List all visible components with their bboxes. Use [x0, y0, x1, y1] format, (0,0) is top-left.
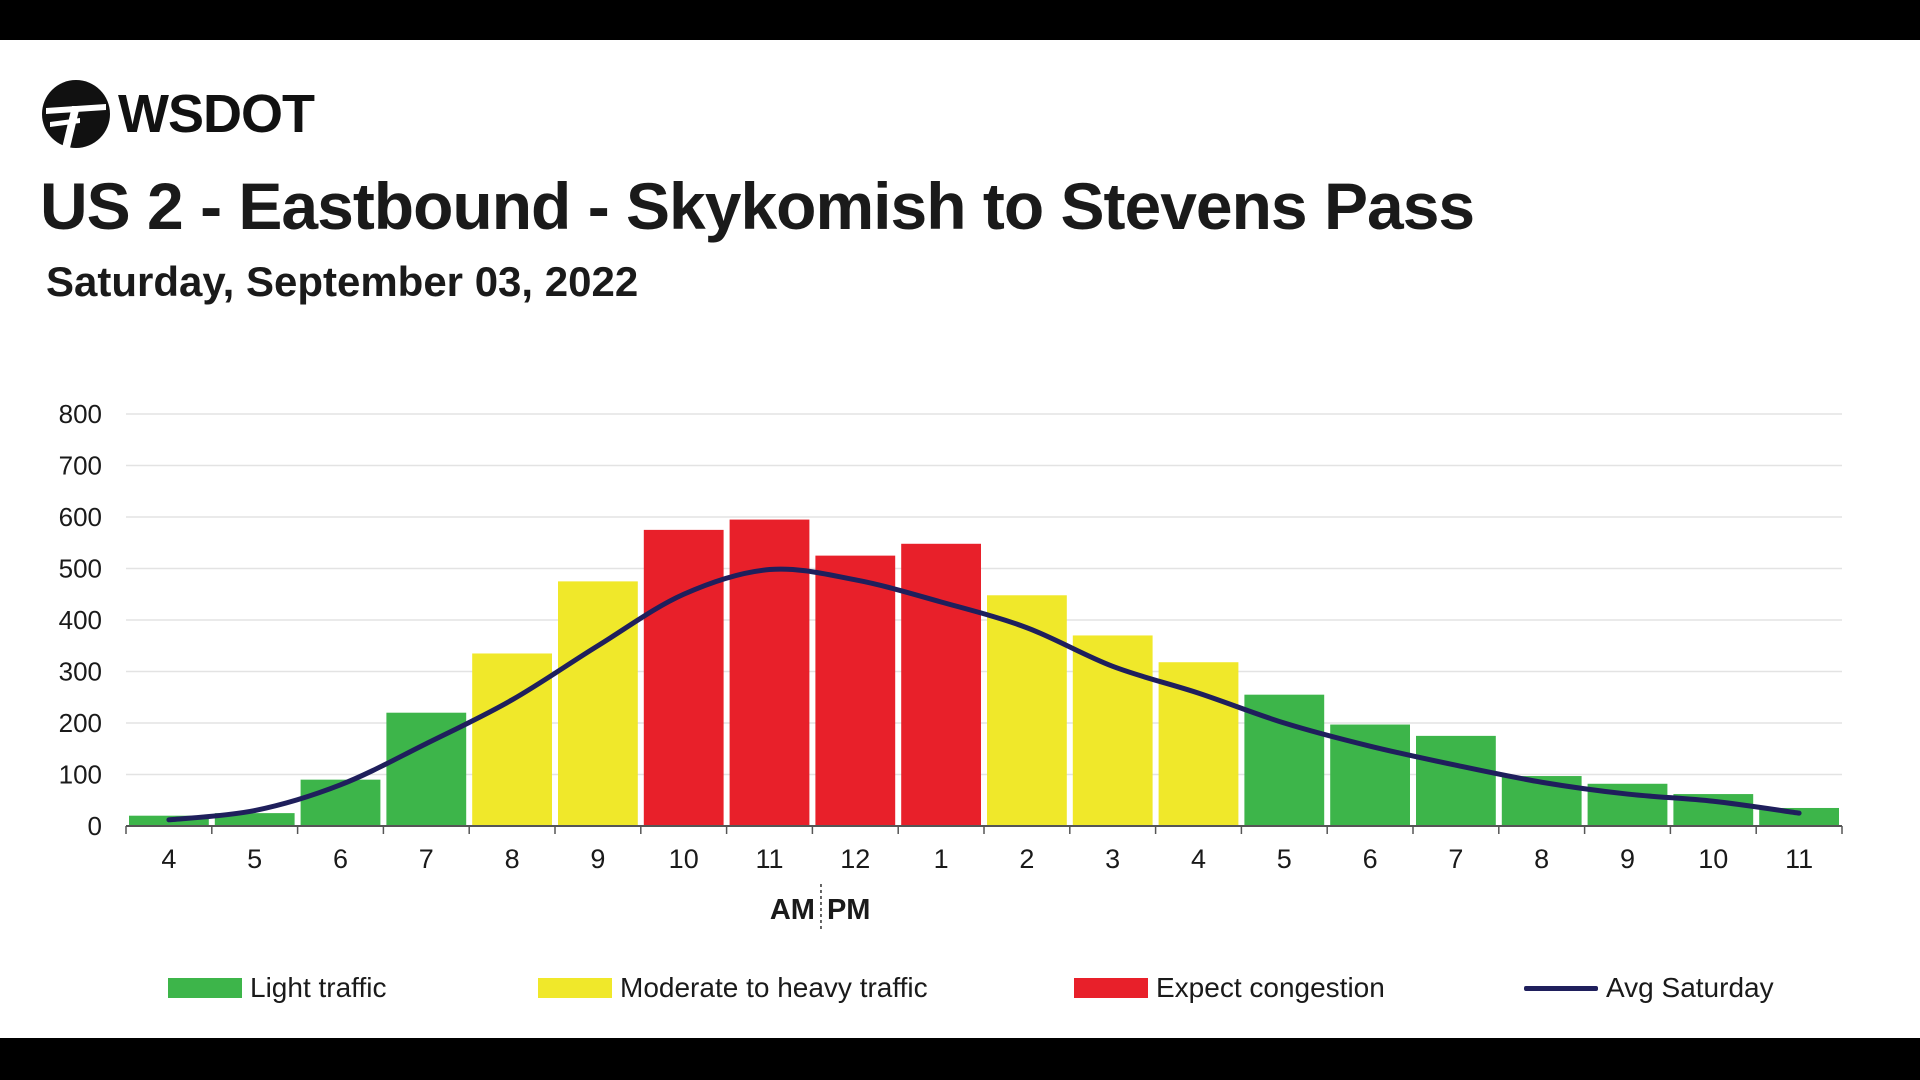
x-tick-label: 10 — [669, 844, 699, 874]
chart-title: US 2 - Eastbound - Skykomish to Stevens … — [40, 169, 1475, 243]
bar-light — [214, 813, 295, 826]
bar-moderate — [1158, 662, 1239, 826]
legend-swatch-moderate — [538, 978, 612, 998]
x-tick-label: 5 — [247, 844, 262, 874]
y-tick-label: 200 — [59, 708, 102, 738]
x-tick-label: 6 — [1363, 844, 1378, 874]
x-tick-label: 5 — [1277, 844, 1292, 874]
x-tick-label: 9 — [1620, 844, 1635, 874]
legend-item-congestion: Expect congestion — [1074, 972, 1385, 1004]
x-tick-label: 1 — [934, 844, 949, 874]
legend-label-avg: Avg Saturday — [1606, 972, 1774, 1003]
x-tick-label: 6 — [333, 844, 348, 874]
x-tick-label: 9 — [590, 844, 605, 874]
legend-label-moderate: Moderate to heavy traffic — [620, 972, 928, 1003]
bar-moderate — [987, 595, 1067, 826]
am-label: AM — [770, 894, 815, 926]
x-tick-label: 12 — [840, 844, 870, 874]
legend-label-congestion: Expect congestion — [1156, 972, 1385, 1003]
legend-swatch-light — [168, 978, 242, 998]
y-tick-label: 500 — [59, 554, 102, 584]
chart-frame: WSDOT US 2 - Eastbound - Skykomish to St… — [0, 40, 1920, 1038]
x-tick-label: 3 — [1105, 844, 1120, 874]
chart-date: Saturday, September 03, 2022 — [46, 258, 639, 305]
legend-item-moderate: Moderate to heavy traffic — [538, 972, 928, 1004]
legend-label-light: Light traffic — [250, 972, 387, 1003]
x-tick-label: 8 — [505, 844, 520, 874]
x-tick-label: 11 — [1785, 844, 1813, 874]
chart-legend: Light traffic Moderate to heavy traffic … — [0, 972, 1920, 1016]
bar-congestion — [901, 543, 981, 826]
x-tick-label: 8 — [1534, 844, 1549, 874]
x-tick-label: 4 — [1191, 844, 1206, 874]
y-tick-label: 600 — [59, 502, 102, 532]
y-tick-label: 300 — [59, 657, 102, 687]
y-tick-label: 0 — [88, 811, 102, 841]
y-tick-label: 700 — [59, 451, 102, 481]
logo-text: WSDOT — [118, 84, 315, 144]
legend-item-avg: Avg Saturday — [1524, 972, 1774, 1004]
bar-congestion — [815, 555, 896, 826]
bar-light — [1416, 735, 1496, 826]
x-tick-label: 7 — [1448, 844, 1463, 874]
legend-swatch-congestion — [1074, 978, 1148, 998]
bar-congestion — [729, 519, 810, 826]
bar-moderate — [558, 581, 638, 826]
x-tick-label: 7 — [419, 844, 434, 874]
y-tick-label: 400 — [59, 605, 102, 635]
y-tick-label: 800 — [59, 399, 102, 429]
legend-item-light: Light traffic — [168, 972, 386, 1004]
bar-congestion — [643, 529, 724, 826]
pm-label: PM — [827, 894, 871, 926]
x-tick-label: 4 — [161, 844, 176, 874]
x-tick-label: 2 — [1019, 844, 1034, 874]
legend-swatch-avg — [1524, 985, 1598, 991]
wsdot-logo: WSDOT — [40, 78, 315, 150]
avg-saturday-line — [166, 566, 1802, 823]
y-tick-label: 100 — [59, 760, 102, 790]
wsdot-logo-icon — [42, 80, 110, 148]
bar-moderate — [472, 653, 552, 826]
x-tick-label: 11 — [755, 844, 783, 874]
x-tick-label: 10 — [1698, 844, 1728, 874]
